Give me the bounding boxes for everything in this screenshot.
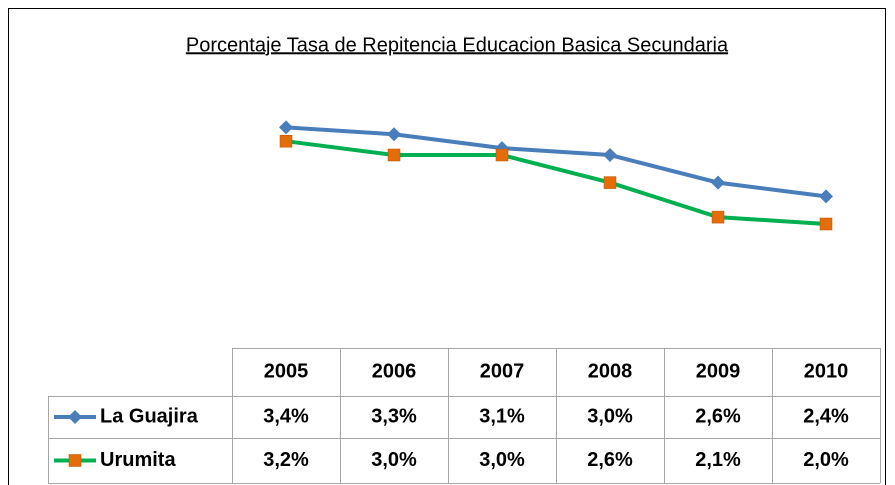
category-label: 2006 bbox=[372, 360, 417, 382]
table-value: 2,6% bbox=[587, 449, 633, 471]
category-label: 2010 bbox=[804, 360, 849, 382]
marker bbox=[387, 148, 401, 162]
marker bbox=[819, 189, 833, 204]
table-value: 2,1% bbox=[695, 449, 741, 471]
table-value: 3,0% bbox=[587, 405, 633, 427]
category-label: 2009 bbox=[696, 360, 741, 382]
series-line bbox=[285, 139, 827, 226]
series-line bbox=[285, 125, 827, 199]
category-label: 2005 bbox=[264, 360, 309, 382]
legend-label: Urumita bbox=[100, 449, 176, 471]
marker bbox=[711, 210, 725, 224]
table-value: 3,4% bbox=[263, 405, 309, 427]
legend-label: La Guajira bbox=[100, 405, 199, 427]
marker bbox=[495, 148, 509, 162]
marker bbox=[279, 120, 293, 135]
marker bbox=[603, 176, 617, 189]
table-value: 3,2% bbox=[263, 449, 309, 471]
table-value: 2,0% bbox=[803, 449, 849, 471]
table-value: 3,3% bbox=[371, 405, 417, 427]
marker bbox=[819, 217, 833, 231]
category-label: 2007 bbox=[480, 360, 525, 382]
table-value: 2,4% bbox=[803, 405, 849, 427]
chart-border bbox=[8, 8, 886, 485]
category-label: 2008 bbox=[588, 360, 633, 382]
chart-title: Porcentaje Tasa de Repitencia Educacion … bbox=[186, 34, 729, 56]
table-value: 3,1% bbox=[479, 405, 525, 427]
table-value: 3,0% bbox=[371, 449, 417, 471]
table-value: 3,0% bbox=[479, 449, 525, 471]
marker bbox=[387, 127, 401, 142]
marker bbox=[68, 454, 82, 467]
marker bbox=[603, 148, 617, 162]
marker bbox=[711, 175, 725, 190]
marker bbox=[279, 134, 293, 148]
marker bbox=[68, 410, 82, 424]
table-value: 2,6% bbox=[695, 405, 741, 427]
